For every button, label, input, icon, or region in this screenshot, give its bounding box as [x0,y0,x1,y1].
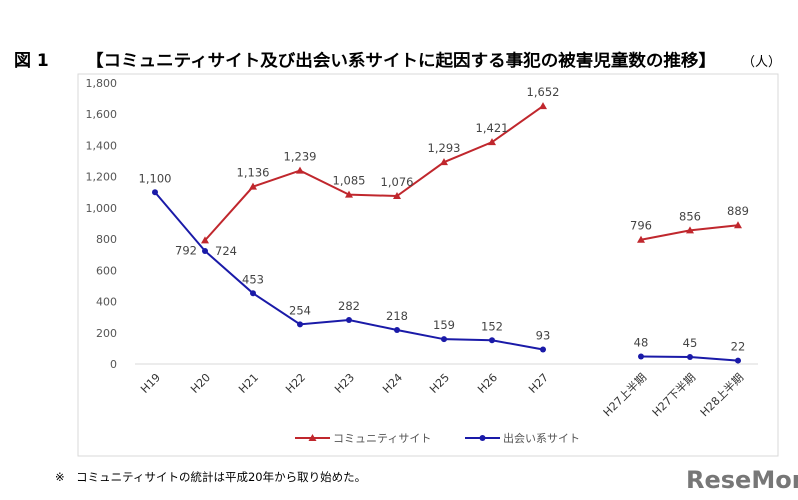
legend-marker-community [308,434,317,441]
y-tick-label: 600 [96,264,117,277]
resemom-logo: ReseMom. [686,466,798,494]
legend-label-deai: 出会い系サイト [503,431,580,445]
x-tick-label: H21 [236,371,261,396]
data-label: 1,136 [237,166,270,180]
data-label: 724 [215,244,237,258]
data-label: 282 [338,299,360,313]
data-label: 1,421 [476,121,509,135]
x-tick-label: H28上半期 [697,370,746,419]
data-point [489,337,495,344]
data-label: 152 [481,319,503,333]
data-label: 1,293 [428,141,461,155]
data-label: 1,085 [333,174,366,188]
data-label: 796 [630,219,652,233]
data-point [393,192,401,200]
x-tick-label: H22 [283,371,308,396]
data-point [250,290,256,297]
y-tick-label: 1,400 [86,139,118,152]
y-tick-label: 200 [96,327,117,340]
data-point [687,353,693,360]
y-tick-label: 400 [96,296,117,309]
data-point [201,236,209,244]
y-tick-label: 1,600 [86,108,118,121]
x-tick-label: H25 [427,371,452,396]
x-tick-label: H27下半期 [649,370,698,419]
data-label: 889 [727,204,749,218]
data-label: 453 [242,272,264,286]
plot-frame [77,73,779,457]
data-point [346,316,352,323]
data-point [686,226,694,234]
unit-label: （人） [742,55,781,70]
data-label: 218 [386,309,408,323]
data-point [441,336,447,343]
data-point [297,321,303,328]
data-point [539,102,547,110]
data-label: 45 [683,336,698,350]
data-label: 792 [175,243,197,257]
x-tick-label: H27上半期 [600,370,649,419]
legend-marker-deai [479,435,486,441]
x-tick-label: H24 [380,371,405,396]
data-label: 93 [536,328,551,342]
data-label: 22 [731,340,746,354]
data-point [488,138,496,146]
data-label: 48 [634,336,649,350]
data-label: 1,239 [284,150,317,164]
y-tick-label: 0 [110,358,117,371]
data-label: 254 [289,303,311,317]
data-label: 1,652 [527,85,560,99]
series-line-community [204,105,544,242]
y-tick-label: 1,800 [86,77,118,90]
data-point [440,158,448,166]
y-tick-label: 800 [96,233,117,246]
data-point [638,353,644,360]
x-tick-label: H19 [138,371,163,396]
data-label: 1,076 [381,175,414,189]
footnote: ※ コミュニティサイトの統計は平成20年から取り始めた。 [55,470,366,484]
data-label: 1,100 [139,171,172,185]
figure-label: 図 1 [14,51,49,71]
data-label: 856 [679,209,701,223]
data-point [249,182,257,190]
data-point [735,357,741,364]
data-point [540,346,546,353]
y-tick-label: 1,200 [86,171,118,184]
data-point [734,221,742,229]
data-point [637,235,645,243]
data-label: 159 [433,318,455,332]
data-point [394,326,400,333]
legend: コミュニティサイト 出会い系サイト [295,431,580,445]
x-tick-label: H27 [526,371,551,396]
data-point [202,247,208,254]
x-tick-label: H26 [475,371,500,396]
data-point [345,190,353,198]
x-tick-label: H20 [188,371,213,396]
legend-label-community: コミュニティサイト [333,432,431,445]
y-tick-label: 1,000 [86,202,118,215]
data-point [152,189,158,196]
data-point [296,166,304,174]
x-tick-label: H23 [332,371,357,396]
chart-title: 【コミュニティサイト及び出会い系サイトに起因する事犯の被害児童数の推移】 [86,50,716,70]
